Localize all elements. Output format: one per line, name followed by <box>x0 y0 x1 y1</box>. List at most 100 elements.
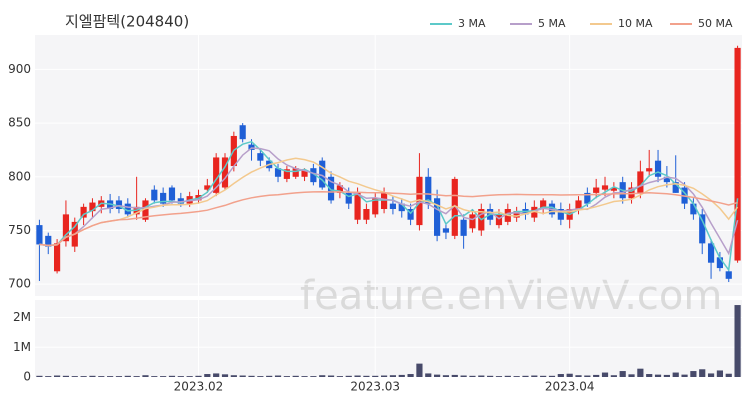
x-tick-label: 2023.03 <box>350 380 400 394</box>
volume-bar <box>575 375 582 377</box>
candle-body <box>425 176 432 204</box>
volume-bar <box>151 376 158 377</box>
volume-bar <box>416 363 423 377</box>
volume-bar <box>248 375 255 377</box>
volume-bar <box>646 374 653 377</box>
candle-body <box>495 214 503 226</box>
volume-bar <box>637 368 644 377</box>
candle-body <box>142 200 149 220</box>
moving-average-line <box>39 147 739 256</box>
volume-bar <box>115 376 123 377</box>
volume-bar <box>54 375 61 377</box>
volume-bar <box>619 371 626 377</box>
volume-bar <box>522 375 529 377</box>
volume-bar <box>213 373 220 377</box>
volume-bar <box>593 374 600 377</box>
candle-body <box>221 157 229 188</box>
volume-bar <box>107 376 114 377</box>
volume-bar <box>221 374 229 377</box>
candle-body <box>442 228 450 233</box>
volume-bar <box>89 375 96 377</box>
volume-bar <box>460 375 467 377</box>
volume-bar <box>487 375 494 377</box>
volume-bar <box>310 376 317 377</box>
volume-bar <box>133 376 140 377</box>
candle-body <box>36 225 43 245</box>
candle-body <box>389 203 397 209</box>
candle-body <box>646 168 653 172</box>
volume-bar <box>142 375 149 377</box>
volume-bar <box>274 375 282 377</box>
volume-bar <box>699 369 706 377</box>
candle-body <box>283 169 290 179</box>
y-tick-label: 850 <box>8 116 31 130</box>
candle-body <box>407 209 414 220</box>
candle-body <box>575 200 582 209</box>
volume-bar <box>425 373 432 377</box>
volume-bar <box>160 376 167 377</box>
volume-bar <box>442 375 450 377</box>
candle-body <box>310 168 317 183</box>
volume-bar <box>336 376 343 377</box>
candle-body <box>584 192 591 204</box>
candle-body <box>380 192 388 209</box>
volume-bar <box>504 375 511 377</box>
candle-body <box>690 203 697 215</box>
volume-bar <box>327 375 335 377</box>
volume-bar <box>566 373 573 377</box>
volume-bar <box>80 376 87 377</box>
candle-body <box>115 200 123 209</box>
candle-body <box>62 214 70 242</box>
watermark: feature.enViewV.com <box>300 273 722 319</box>
volume-bar <box>257 376 264 377</box>
candle-body <box>601 185 609 190</box>
y-tick-label: 800 <box>8 169 31 183</box>
candle-body <box>327 176 335 201</box>
volume-bar <box>407 374 414 377</box>
y-tick-label: 700 <box>8 277 31 291</box>
legend-label: 3 MA <box>458 17 486 30</box>
y-tick-label: 900 <box>8 62 31 76</box>
volume-bar <box>398 374 405 377</box>
candle-body <box>160 192 167 204</box>
candle-body <box>654 160 662 177</box>
legend-label: 50 MA <box>698 17 733 30</box>
candle-body <box>292 168 299 177</box>
volume-bar <box>177 376 184 377</box>
candle-body <box>213 157 220 193</box>
volume-panel <box>35 300 742 377</box>
candle-body <box>274 168 282 177</box>
volume-bar <box>601 372 609 377</box>
volume-bar <box>672 372 679 377</box>
volume-bar <box>548 375 556 377</box>
y-tick-label: 2M <box>13 310 31 324</box>
volume-bar <box>690 371 697 377</box>
volume-bar <box>186 376 193 377</box>
candle-body <box>513 211 520 218</box>
volume-bar <box>239 375 246 377</box>
candle-body <box>89 202 96 212</box>
volume-bar <box>654 374 662 377</box>
volume-bar <box>380 375 388 377</box>
volume-bar <box>301 376 308 377</box>
candle-body <box>540 200 547 209</box>
x-tick-label: 2023.02 <box>174 380 224 394</box>
candle-body <box>354 192 361 220</box>
candle-body <box>672 182 679 193</box>
volume-bar <box>451 374 458 377</box>
volume-bar <box>98 376 105 377</box>
candle-body <box>716 257 723 269</box>
volume-bar <box>363 375 370 377</box>
volume-bar <box>531 375 538 377</box>
volume-bar <box>292 375 299 377</box>
volume-bar <box>45 376 52 377</box>
candle-body <box>45 235 52 247</box>
price-panel <box>35 35 742 296</box>
volume-bar <box>124 375 131 377</box>
candle-body <box>734 47 741 261</box>
candle-body <box>416 176 423 226</box>
volume-bar <box>345 375 352 377</box>
candle-body <box>336 185 343 193</box>
volume-bar <box>584 375 591 377</box>
legend-label: 5 MA <box>538 17 566 30</box>
